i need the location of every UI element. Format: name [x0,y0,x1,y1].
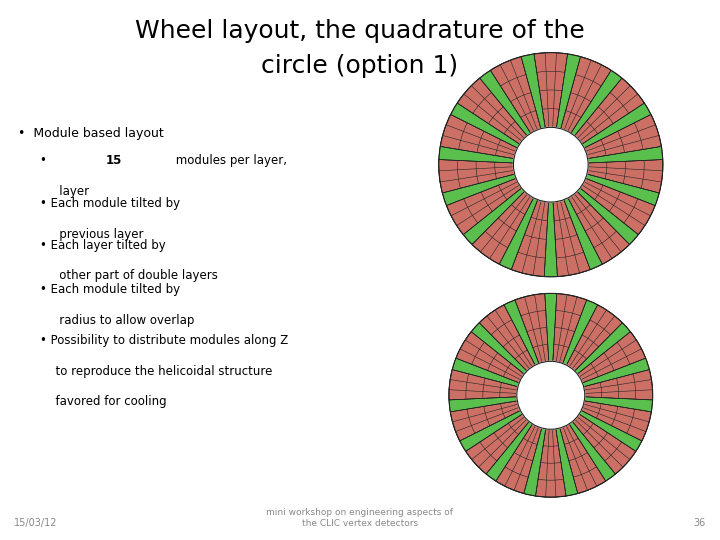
Wedge shape [480,305,535,371]
Wedge shape [575,323,631,374]
Text: mini workshop on engineering aspects of
the CLIC vertex detectors: mini workshop on engineering aspects of … [266,508,454,528]
Wedge shape [534,52,567,128]
Wedge shape [466,414,529,474]
Wedge shape [561,57,611,133]
Wedge shape [463,188,525,245]
Wedge shape [564,198,603,269]
Wedge shape [563,300,598,365]
Wedge shape [588,146,662,163]
Circle shape [517,361,585,429]
Wedge shape [499,198,538,269]
Text: 15/03/12: 15/03/12 [14,518,58,528]
Wedge shape [567,305,622,371]
Wedge shape [579,410,642,451]
Wedge shape [581,401,652,441]
Wedge shape [544,202,557,277]
Wedge shape [580,178,655,235]
Wedge shape [471,323,527,374]
Text: previous layer: previous layer [48,228,144,241]
Wedge shape [556,428,577,496]
Wedge shape [446,178,521,235]
Text: •  Module based layout: • Module based layout [18,127,163,140]
Text: • Each layer tilted by: • Each layer tilted by [40,239,169,252]
Text: • Each module tilted by: • Each module tilted by [40,197,184,210]
Text: 15: 15 [106,154,122,167]
Text: • Each module tilted by: • Each module tilted by [40,284,184,296]
Wedge shape [585,397,652,412]
Wedge shape [559,424,606,494]
Wedge shape [486,422,533,481]
Text: • Possibility to distribute modules along Z: • Possibility to distribute modules alon… [40,334,288,347]
Wedge shape [568,191,629,264]
Text: 36: 36 [693,518,706,528]
Wedge shape [451,103,520,148]
Wedge shape [585,174,660,206]
Wedge shape [496,424,542,494]
Wedge shape [480,70,531,136]
Wedge shape [449,397,517,412]
Wedge shape [457,78,527,144]
Wedge shape [472,191,534,264]
Wedge shape [582,103,651,148]
Wedge shape [456,332,524,383]
Wedge shape [571,70,622,136]
Wedge shape [440,114,518,159]
Wedge shape [536,429,566,497]
Wedge shape [452,358,519,387]
Wedge shape [577,332,646,383]
Text: Wheel layout, the quadrature of the: Wheel layout, the quadrature of the [135,19,585,43]
Wedge shape [449,293,653,497]
Wedge shape [577,188,639,245]
Wedge shape [553,294,587,363]
Text: modules per layer,: modules per layer, [172,154,291,167]
Circle shape [513,127,588,202]
Wedge shape [545,293,557,361]
Wedge shape [575,78,644,144]
Wedge shape [521,54,545,129]
Wedge shape [553,200,590,276]
Wedge shape [584,369,653,400]
Wedge shape [490,57,541,133]
Wedge shape [587,159,663,193]
Wedge shape [584,114,662,159]
Wedge shape [524,428,546,496]
Wedge shape [438,159,515,193]
Wedge shape [515,294,549,363]
Wedge shape [439,146,514,163]
Wedge shape [438,52,663,277]
Text: •: • [40,154,50,167]
Text: favored for cooling: favored for cooling [48,395,167,408]
Text: circle (option 1): circle (option 1) [261,54,459,78]
Wedge shape [449,369,518,400]
Wedge shape [450,401,521,441]
Text: to reproduce the helicoidal structure: to reproduce the helicoidal structure [48,364,273,377]
Text: other part of double layers: other part of double layers [48,269,218,282]
Wedge shape [504,300,539,365]
Text: radius to allow overlap: radius to allow overlap [48,314,194,327]
Wedge shape [557,54,580,129]
Wedge shape [442,174,516,206]
Wedge shape [460,410,523,451]
Wedge shape [511,200,549,276]
Wedge shape [569,422,616,481]
Wedge shape [572,414,636,474]
Wedge shape [582,358,649,387]
Text: layer: layer [48,185,89,198]
